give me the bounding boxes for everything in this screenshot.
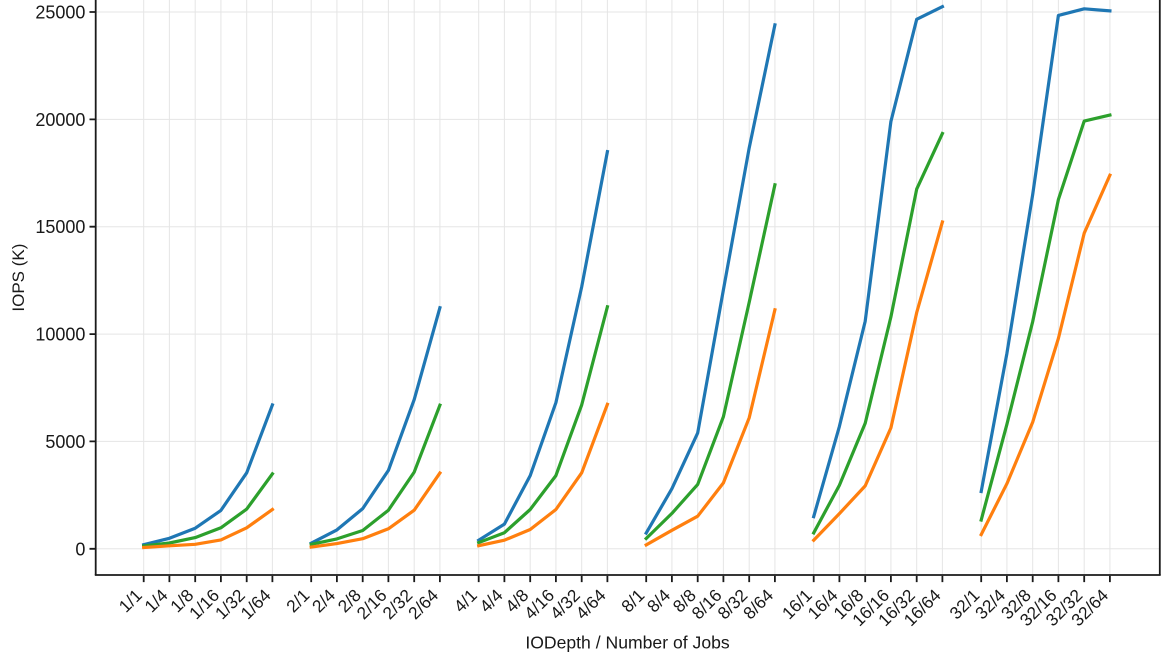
svg-text:IOPS (K): IOPS (K)	[9, 244, 28, 312]
svg-text:15000: 15000	[35, 217, 85, 237]
svg-text:IODepth / Number of Jobs: IODepth / Number of Jobs	[525, 632, 730, 652]
svg-text:10000: 10000	[35, 325, 85, 345]
svg-text:5000: 5000	[45, 432, 85, 452]
svg-text:0: 0	[75, 539, 85, 559]
svg-text:20000: 20000	[35, 110, 85, 130]
svg-text:25000: 25000	[35, 3, 85, 23]
